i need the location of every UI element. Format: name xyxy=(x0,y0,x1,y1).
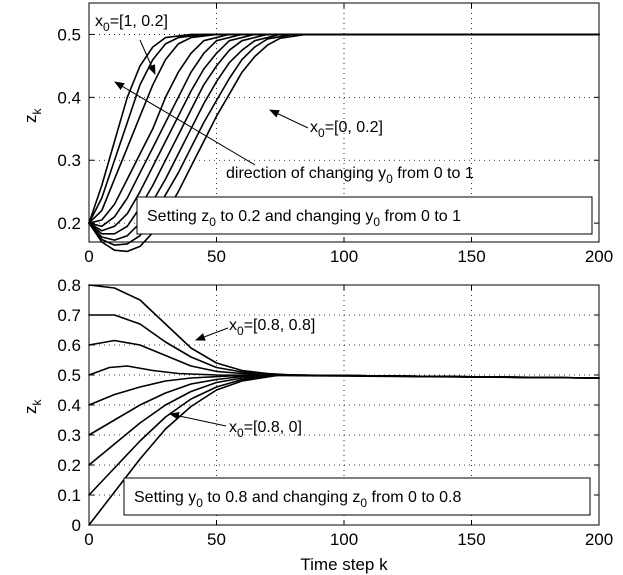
bottom-legend-text: Setting y0 to 0.8 and changing z0 from 0… xyxy=(134,489,461,510)
bottom-ytick-label: 0.7 xyxy=(57,306,81,325)
bottom-annotation-x0-upper: x0=[0.8, 0.8] xyxy=(229,317,315,338)
bottom-series-group xyxy=(88,284,600,526)
bottom-ytick-label: 0 xyxy=(72,516,81,535)
top-annotation-direction: direction of changing y0 from 0 to 1 xyxy=(226,165,474,186)
bottom-ytick-label: 0.4 xyxy=(57,396,81,415)
top-xtick-label: 100 xyxy=(330,247,358,266)
bottom-series-line xyxy=(88,284,600,379)
top-arrow-x0-top xyxy=(139,39,156,75)
bottom-ytick-label: 0.2 xyxy=(57,456,81,475)
top-series-line xyxy=(88,33,600,224)
bottom-arrow-x0-lower xyxy=(169,411,227,427)
top-xtick-label: 50 xyxy=(207,247,226,266)
top-series-group xyxy=(88,33,600,253)
top-legend-box xyxy=(136,196,593,235)
top-annotation-x0-right: x0=[0, 0.2] xyxy=(310,119,383,140)
top-annotation-x0-top: x0=[1, 0.2] xyxy=(95,13,168,34)
top-direction-arrow xyxy=(114,81,256,166)
bottom-xtick-label: 50 xyxy=(207,530,226,549)
bottom-series-line xyxy=(88,365,600,379)
bottom-ylabel: zk xyxy=(21,399,44,415)
top-ytick-label: 0.5 xyxy=(57,25,81,44)
top-arrow-x0-right xyxy=(269,109,309,129)
top-series-line xyxy=(88,33,600,228)
bottom-series-line xyxy=(88,374,600,526)
bottom-xlabel: Time step k xyxy=(300,555,388,574)
top-series-line xyxy=(88,33,600,224)
top-ticks: 0 50 100 150 200 0.2 0.3 0.4 0.5 xyxy=(57,3,613,266)
top-xtick-label: 0 xyxy=(84,247,93,266)
top-series-line xyxy=(88,33,600,232)
top-ytick-label: 0.3 xyxy=(57,151,81,170)
top-series-line xyxy=(88,33,600,224)
top-legend-text: Setting z0 to 0.2 and changing y0 from 0… xyxy=(147,208,461,229)
bottom-legend-box xyxy=(123,477,591,516)
bottom-xtick-label: 100 xyxy=(330,530,358,549)
bottom-ytick-label: 0.8 xyxy=(57,276,81,295)
top-series-line xyxy=(88,33,600,235)
bottom-xtick-label: 200 xyxy=(585,530,613,549)
bottom-xtick-label: 0 xyxy=(84,530,93,549)
bottom-xtick-label: 150 xyxy=(457,530,485,549)
top-series-line xyxy=(88,33,600,241)
top-series-line xyxy=(88,33,600,246)
top-xtick-label: 200 xyxy=(585,247,613,266)
bottom-annotation-x0-lower: x0=[0.8, 0] xyxy=(229,419,302,440)
bottom-ytick-label: 0.5 xyxy=(57,366,81,385)
top-series-line xyxy=(88,33,600,253)
top-ytick-label: 0.4 xyxy=(57,88,81,107)
bottom-ytick-label: 0.6 xyxy=(57,336,81,355)
bottom-ytick-label: 0.1 xyxy=(57,486,81,505)
top-xtick-label: 150 xyxy=(457,247,485,266)
bottom-ticks: 0 50 100 150 200 0 0.1 0.2 0.3 0.4 0.5 0.6 0.7 0.8 xyxy=(57,276,613,549)
top-ytick-label: 0.2 xyxy=(57,214,81,233)
top-series-line xyxy=(88,33,600,224)
bottom-chart: 0 50 100 150 200 0 0.1 0.2 0.3 0.4 0.5 0.6 0.7 0.8 zk… xyxy=(21,276,613,574)
bottom-arrow-x0-upper xyxy=(195,327,229,341)
bottom-ytick-label: 0.3 xyxy=(57,426,81,445)
top-ylabel: zk xyxy=(21,108,44,124)
